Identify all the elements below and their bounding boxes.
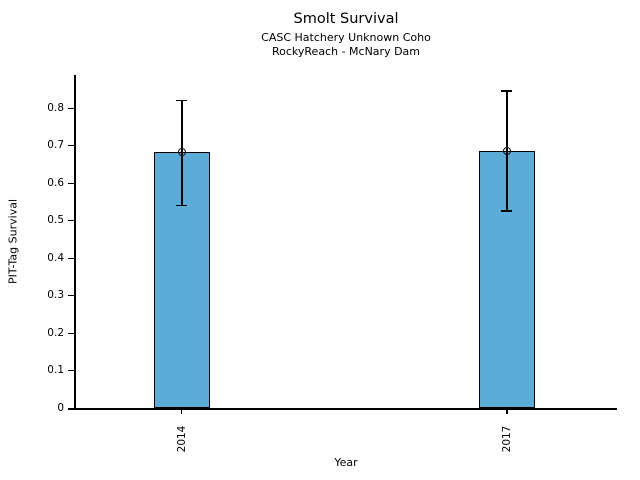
y-axis-tick xyxy=(68,182,74,184)
y-axis-tick-label: 0.1 xyxy=(47,364,64,376)
x-axis-tick xyxy=(181,409,183,414)
y-axis-tick-label: 0.6 xyxy=(47,176,64,189)
y-axis-tick xyxy=(68,257,74,259)
y-axis-tick-label: 0 xyxy=(57,401,64,414)
y-axis-tick xyxy=(68,107,74,109)
y-axis-tick-label: 0.4 xyxy=(47,251,64,264)
y-axis-tick xyxy=(68,145,74,147)
chart-title: Smolt Survival xyxy=(293,11,399,27)
error-cap-lower-2014 xyxy=(176,204,188,207)
chart-subtitle-line2: RockyReach - McNary Dam xyxy=(271,45,421,58)
x-axis-tick-label: 2014 xyxy=(175,425,188,453)
error-cap-upper-2014 xyxy=(176,99,188,102)
chart-subtitle-line1: CASC Hatchery Unknown Coho xyxy=(261,31,431,44)
y-axis-label: PIT-Tag Survival xyxy=(6,199,20,285)
y-axis-tick xyxy=(68,370,74,372)
x-axis-tick-label: 2017 xyxy=(500,425,513,453)
x-axis-tick xyxy=(506,409,508,414)
y-axis-line xyxy=(74,75,76,409)
error-cap-lower-2017 xyxy=(501,210,513,212)
y-axis-tick xyxy=(68,220,74,222)
point-marker-2017 xyxy=(502,147,511,156)
y-axis-tick xyxy=(68,332,74,334)
x-axis-line xyxy=(68,408,617,410)
error-cap-upper-2017 xyxy=(501,90,513,92)
point-marker-2014 xyxy=(177,148,186,157)
y-axis-tick-label: 0.5 xyxy=(47,214,64,226)
y-axis-tick-label: 0.7 xyxy=(47,139,64,151)
y-axis-tick-label: 0.3 xyxy=(47,289,64,301)
y-axis-tick-label: 0.2 xyxy=(47,326,64,339)
y-axis-tick xyxy=(68,407,74,409)
y-axis-tick xyxy=(68,295,74,297)
x-axis-label: Year xyxy=(334,456,358,469)
y-axis-tick-label: 0.8 xyxy=(47,101,64,114)
